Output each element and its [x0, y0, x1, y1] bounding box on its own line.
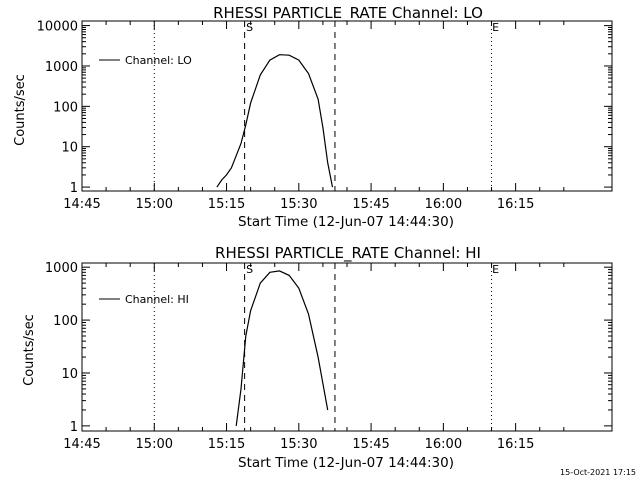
lo-x-tick-label: 16:15: [497, 197, 534, 212]
lo-plot-frame: [81, 20, 613, 192]
lo-x-tick-label: 15:00: [136, 197, 173, 212]
hi-channel-panel: RHESSI PARTICLE_RATE Channel: HI Start T…: [22, 244, 613, 471]
hi-x-axis-label: Start Time (12-Jun-07 14:44:30): [238, 455, 454, 471]
hi-x-tick-label: 15:00: [136, 437, 173, 452]
hi-legend-label: Channel: HI: [125, 293, 189, 306]
hi-x-tick-label: 14:45: [63, 437, 100, 452]
hi-y-tick-label: 10: [61, 367, 78, 382]
lo-y-tick-label: 10000: [37, 20, 78, 35]
hi-end-marker-label: E: [492, 263, 499, 276]
lo-y-tick-label: 1: [70, 181, 78, 196]
lo-y-tick-label: 100: [53, 100, 78, 115]
hi-x-tick-label: 15:30: [280, 437, 317, 452]
hi-y-tick-label: 100: [53, 314, 78, 329]
lo-legend-label: Channel: LO: [125, 54, 192, 67]
lo-x-axis-label: Start Time (12-Jun-07 14:44:30): [238, 214, 454, 230]
lo-y-tick-label: 1000: [45, 60, 78, 75]
hi-y-tick-label: 1000: [45, 261, 78, 276]
lo-start-marker-label: S: [246, 21, 253, 34]
hi-x-tick-label: 15:15: [208, 437, 245, 452]
lo-end-marker-label: E: [492, 21, 499, 34]
lo-x-tick-label: 16:00: [425, 197, 462, 212]
timestamp: 15-Oct-2021 17:15: [560, 468, 636, 477]
hi-start-marker-label: S: [246, 263, 253, 276]
lo-x-tick-label: 14:45: [63, 197, 100, 212]
lo-series-line: [216, 54, 334, 188]
hi-y-tick-label: 1: [70, 420, 78, 435]
hi-chart-title: RHESSI PARTICLE_RATE Channel: HI: [215, 244, 481, 263]
hi-x-tick-label: 16:00: [425, 437, 462, 452]
lo-x-tick-label: 15:30: [280, 197, 317, 212]
hi-x-tick-label: 15:45: [352, 437, 389, 452]
hi-plot-frame: [81, 262, 613, 432]
lo-y-tick-label: 10: [61, 141, 78, 156]
hi-y-axis-label: Counts/sec: [22, 314, 37, 386]
hi-series-line: [235, 270, 329, 426]
lo-chart-title: RHESSI PARTICLE_RATE Channel: LO: [213, 4, 483, 23]
lo-channel-panel: RHESSI PARTICLE_RATE Channel: LO Start T…: [13, 4, 613, 230]
lo-x-tick-label: 15:15: [208, 197, 245, 212]
hi-x-tick-label: 16:15: [497, 437, 534, 452]
lo-y-axis-label: Counts/sec: [13, 74, 28, 146]
lo-x-tick-label: 15:45: [352, 197, 389, 212]
